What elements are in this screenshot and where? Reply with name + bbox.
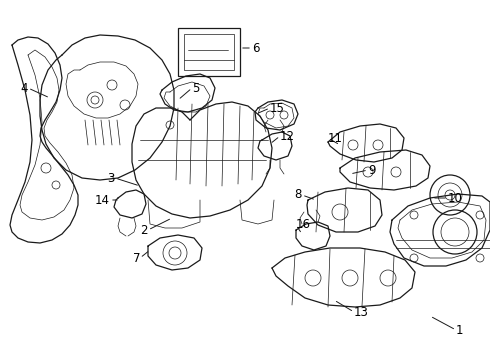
Text: 13: 13: [354, 306, 369, 319]
Text: 8: 8: [294, 189, 302, 202]
Text: 5: 5: [192, 81, 199, 94]
Text: 10: 10: [448, 192, 463, 204]
Bar: [184, 34, 234, 70]
Text: 6: 6: [252, 41, 260, 54]
Text: 16: 16: [296, 219, 311, 231]
Text: 1: 1: [456, 324, 464, 337]
Text: 4: 4: [21, 81, 28, 94]
Text: 11: 11: [328, 131, 343, 144]
Bar: [178, 28, 240, 76]
Text: 14: 14: [95, 194, 110, 207]
Text: 15: 15: [270, 102, 285, 114]
Text: 7: 7: [132, 252, 140, 265]
Text: 3: 3: [108, 171, 115, 184]
Text: 2: 2: [141, 224, 148, 237]
Text: 12: 12: [280, 130, 295, 143]
Text: 9: 9: [368, 163, 375, 176]
